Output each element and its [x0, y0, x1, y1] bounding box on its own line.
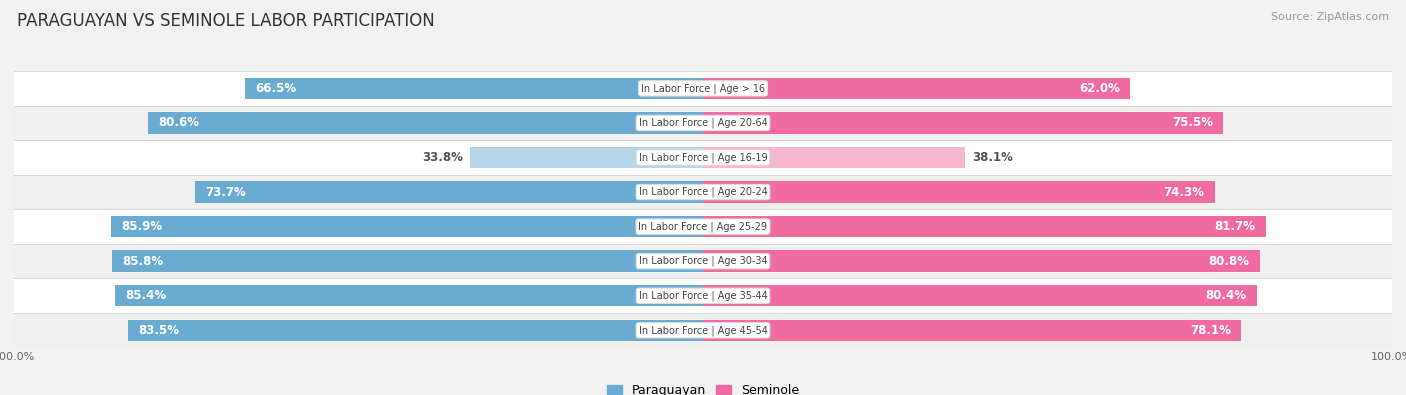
Text: 81.7%: 81.7%: [1215, 220, 1256, 233]
Text: In Labor Force | Age 16-19: In Labor Force | Age 16-19: [638, 152, 768, 163]
Text: 74.3%: 74.3%: [1164, 186, 1205, 199]
Text: In Labor Force | Age 20-64: In Labor Force | Age 20-64: [638, 118, 768, 128]
Bar: [703, 147, 966, 168]
Bar: [112, 250, 703, 272]
Text: In Labor Force | Age 30-34: In Labor Force | Age 30-34: [638, 256, 768, 267]
Bar: [128, 320, 703, 341]
Bar: [703, 216, 1265, 237]
Text: 80.8%: 80.8%: [1208, 255, 1250, 268]
Bar: [703, 181, 1215, 203]
Bar: [245, 78, 703, 99]
Bar: [703, 78, 1130, 99]
Bar: [703, 285, 1257, 307]
Text: 75.5%: 75.5%: [1171, 117, 1213, 130]
Text: 78.1%: 78.1%: [1189, 324, 1230, 337]
Text: 62.0%: 62.0%: [1078, 82, 1119, 95]
Bar: [14, 313, 1392, 348]
Bar: [703, 250, 1260, 272]
Text: 83.5%: 83.5%: [138, 324, 179, 337]
Bar: [111, 216, 703, 237]
Legend: Paraguayan, Seminole: Paraguayan, Seminole: [602, 379, 804, 395]
Text: 38.1%: 38.1%: [973, 151, 1014, 164]
Text: In Labor Force | Age > 16: In Labor Force | Age > 16: [641, 83, 765, 94]
Text: 80.4%: 80.4%: [1205, 289, 1247, 302]
Bar: [703, 320, 1241, 341]
Bar: [470, 147, 703, 168]
Text: In Labor Force | Age 45-54: In Labor Force | Age 45-54: [638, 325, 768, 336]
Bar: [195, 181, 703, 203]
Bar: [14, 71, 1392, 106]
Text: 85.8%: 85.8%: [122, 255, 163, 268]
Bar: [14, 175, 1392, 209]
Text: PARAGUAYAN VS SEMINOLE LABOR PARTICIPATION: PARAGUAYAN VS SEMINOLE LABOR PARTICIPATI…: [17, 12, 434, 30]
Bar: [148, 112, 703, 134]
Bar: [14, 278, 1392, 313]
Bar: [14, 140, 1392, 175]
Text: In Labor Force | Age 25-29: In Labor Force | Age 25-29: [638, 221, 768, 232]
Text: Source: ZipAtlas.com: Source: ZipAtlas.com: [1271, 12, 1389, 22]
Text: 66.5%: 66.5%: [254, 82, 297, 95]
Text: 33.8%: 33.8%: [422, 151, 463, 164]
Text: In Labor Force | Age 35-44: In Labor Force | Age 35-44: [638, 290, 768, 301]
Bar: [115, 285, 703, 307]
Text: 85.9%: 85.9%: [121, 220, 163, 233]
Text: In Labor Force | Age 20-24: In Labor Force | Age 20-24: [638, 187, 768, 198]
Bar: [703, 112, 1223, 134]
Bar: [14, 209, 1392, 244]
Bar: [14, 244, 1392, 278]
Text: 73.7%: 73.7%: [205, 186, 246, 199]
Text: 85.4%: 85.4%: [125, 289, 166, 302]
Text: 80.6%: 80.6%: [157, 117, 200, 130]
Bar: [14, 106, 1392, 140]
